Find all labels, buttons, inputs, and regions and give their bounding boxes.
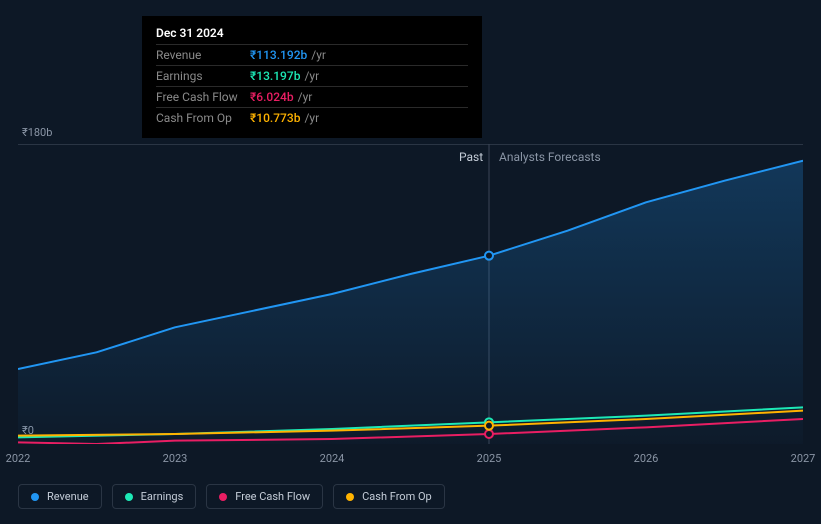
tooltip-row: Cash From Op₹10.773b/yr — [156, 107, 468, 128]
legend-label: Earnings — [141, 490, 184, 503]
tooltip-row-unit: /yr — [298, 90, 313, 104]
legend-dot-icon — [346, 493, 354, 501]
x-tick-label: 2023 — [163, 452, 188, 465]
tooltip-row-value: ₹10.773b — [250, 111, 300, 125]
tooltip-title: Dec 31 2024 — [156, 26, 468, 40]
tooltip-row: Free Cash Flow₹6.024b/yr — [156, 86, 468, 107]
tooltip-row-label: Revenue — [156, 48, 250, 62]
legend-item[interactable]: Cash From Op — [333, 484, 445, 509]
tooltip-row-unit: /yr — [304, 69, 319, 83]
legend-dot-icon — [31, 493, 39, 501]
legend-dot-icon — [125, 493, 133, 501]
legend-label: Free Cash Flow — [235, 490, 310, 503]
tooltip-row: Revenue₹113.192b/yr — [156, 44, 468, 65]
chart-svg — [18, 144, 803, 444]
legend-item[interactable]: Free Cash Flow — [206, 484, 323, 509]
chart-plot-area[interactable] — [18, 144, 803, 444]
y-axis-max-label: ₹180b — [22, 126, 52, 139]
legend-item[interactable]: Revenue — [18, 484, 102, 509]
chart-tooltip: Dec 31 2024 Revenue₹113.192b/yrEarnings₹… — [142, 16, 482, 138]
tooltip-row-value: ₹113.192b — [250, 48, 307, 62]
x-tick-label: 2024 — [320, 452, 345, 465]
tooltip-row-unit: /yr — [311, 48, 326, 62]
x-tick-label: 2022 — [6, 452, 31, 465]
x-axis: 202220232024202520262027 — [18, 452, 803, 468]
tooltip-row-unit: /yr — [304, 111, 319, 125]
tooltip-row-label: Cash From Op — [156, 111, 250, 125]
tooltip-row-label: Earnings — [156, 69, 250, 83]
tooltip-row-value: ₹13.197b — [250, 69, 300, 83]
x-tick-label: 2027 — [791, 452, 816, 465]
legend-label: Cash From Op — [362, 490, 432, 503]
legend-item[interactable]: Earnings — [112, 484, 197, 509]
x-tick-label: 2025 — [477, 452, 502, 465]
tooltip-row: Earnings₹13.197b/yr — [156, 65, 468, 86]
tooltip-row-value: ₹6.024b — [250, 90, 294, 104]
era-label-forecast: Analysts Forecasts — [499, 150, 601, 164]
tooltip-row-label: Free Cash Flow — [156, 90, 250, 104]
tooltip-rows: Revenue₹113.192b/yrEarnings₹13.197b/yrFr… — [156, 44, 468, 128]
x-tick-label: 2026 — [634, 452, 659, 465]
legend-dot-icon — [219, 493, 227, 501]
era-label-past: Past — [459, 150, 483, 164]
chart-legend: Revenue Earnings Free Cash Flow Cash From O… — [18, 484, 445, 509]
legend-label: Revenue — [47, 490, 89, 503]
